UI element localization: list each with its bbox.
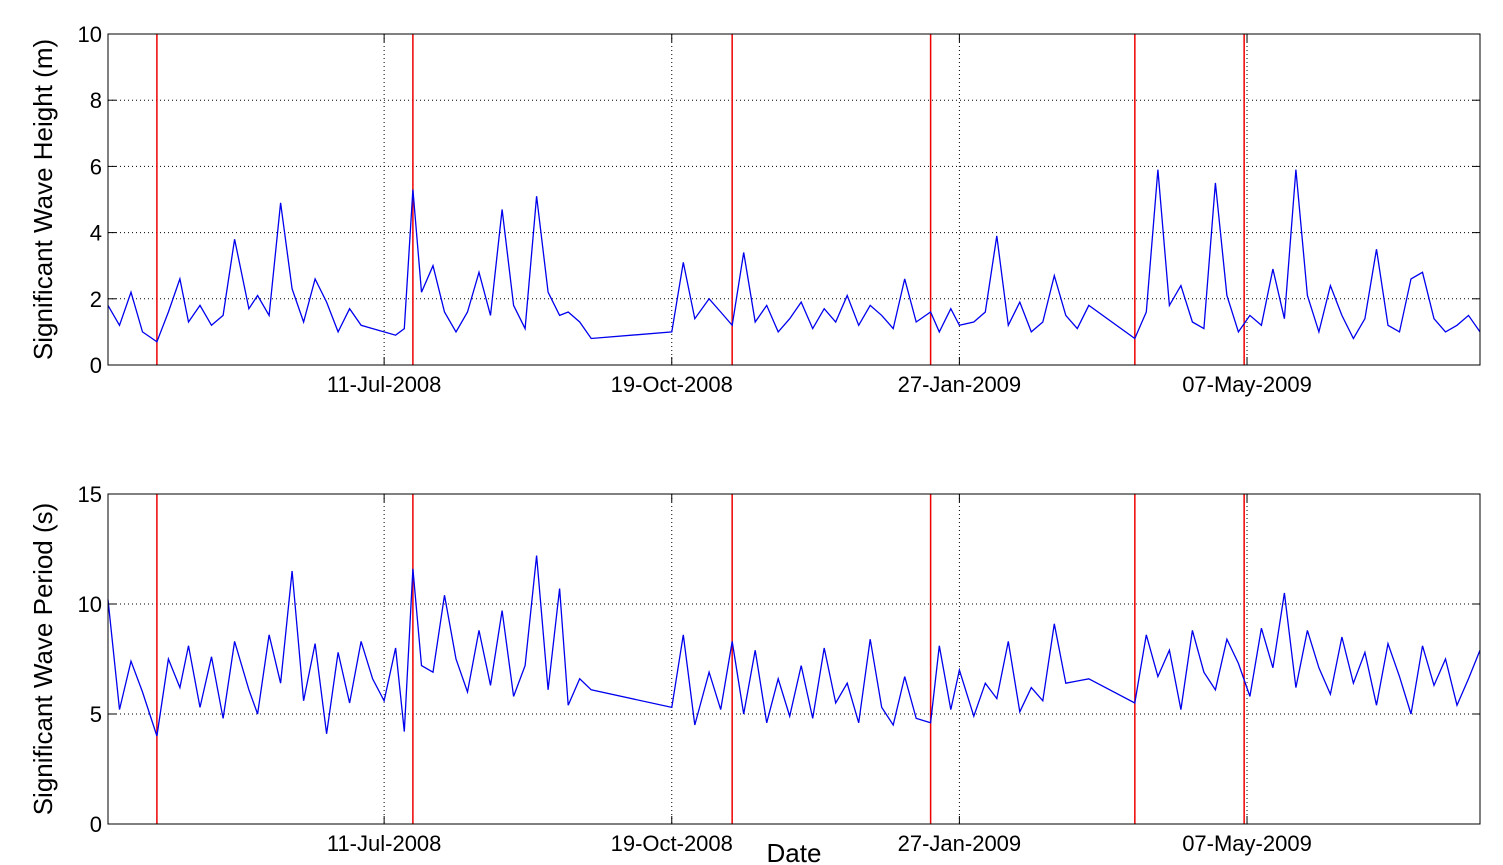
y-tick-label: 6 [90,154,102,179]
y-tick-label: 2 [90,287,102,312]
y-tick-label: 4 [90,221,102,246]
x-tick-label: 11-Jul-2008 [327,831,442,856]
period-plot-frame [107,493,1481,825]
height-series-line [107,169,1481,343]
period-x-axis-label: Date [767,838,822,865]
period-plot-ticks: 0 5 10 15 11-Jul-2008 19-Oct-2008 27-Jan-2009 0… [78,482,1480,856]
x-tick-label: 27-Jan-2009 [898,372,1022,397]
height-plot-panel: 0 2 4 6 8 10 11-Jul-2008 19-Oct-2008 27-Jan-2009… [28,22,1481,397]
period-series-line [107,555,1481,737]
period-plot-panel: 0 5 10 15 11-Jul-2008 19-Oct-2008 27-Jan-2009 0… [28,482,1481,865]
x-tick-label: 27-Jan-2009 [898,831,1022,856]
y-tick-label: 10 [78,22,102,47]
height-plot-grid [108,34,1480,365]
y-tick-label: 15 [78,482,102,507]
y-tick-label: 10 [78,592,102,617]
x-tick-label: 19-Oct-2008 [611,372,733,397]
x-tick-label: 07-May-2009 [1182,831,1312,856]
height-y-axis-label: Significant Wave Height (m) [28,39,58,360]
period-plot-grid [108,494,1480,824]
x-tick-label: 11-Jul-2008 [327,372,442,397]
y-tick-label: 5 [90,702,102,727]
y-tick-label: 0 [90,353,102,378]
height-plot-ticks: 0 2 4 6 8 10 11-Jul-2008 19-Oct-2008 27-Jan-2009… [78,22,1480,397]
x-tick-label: 19-Oct-2008 [611,831,733,856]
height-plot-markers [156,34,1245,365]
period-plot-markers [156,494,1245,824]
x-tick-label: 07-May-2009 [1182,372,1312,397]
y-tick-label: 0 [90,812,102,837]
y-tick-label: 8 [90,88,102,113]
height-plot-area [108,34,1480,365]
height-plot-frame [107,33,1481,366]
period-y-axis-label: Significant Wave Period (s) [28,503,58,816]
